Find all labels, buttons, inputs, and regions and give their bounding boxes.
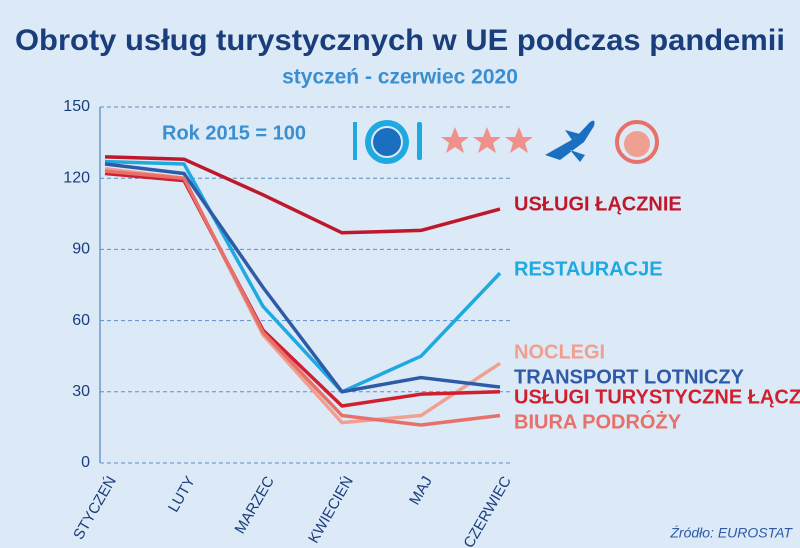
plate-inner-icon [371, 126, 403, 158]
chart-title: Obroty usług turystycznych w UE podczas … [15, 24, 785, 57]
series-label: NOCLEGI [514, 341, 605, 363]
series-label: RESTAURACJE [514, 258, 663, 280]
y-tick-label: 120 [63, 169, 90, 186]
headset-icon [615, 120, 659, 164]
series-label: USŁUGI ŁĄCZNIE [514, 193, 682, 215]
series-label: TRANSPORT LOTNICZY [514, 366, 745, 388]
series-line [104, 159, 502, 394]
annotation: Rok 2015 = 100 [162, 122, 306, 144]
x-tick-label: STYCZEŃ [70, 473, 120, 542]
y-tick-label: 60 [72, 312, 90, 329]
series-line [104, 155, 501, 235]
series-line [104, 169, 501, 427]
series-line [104, 162, 501, 394]
x-tick-label: CZERWIEC [460, 473, 515, 548]
plane-icon [545, 120, 595, 162]
y-tick-label: 30 [72, 383, 90, 400]
x-tick-label: MAJ [406, 473, 436, 507]
y-tick-label: 150 [63, 98, 90, 115]
series-line [104, 171, 501, 408]
y-tick-label: 0 [81, 454, 90, 471]
fork-icon [353, 122, 357, 160]
source: Źródło: EUROSTAT [669, 525, 793, 541]
x-tick-label: MARZEC [232, 473, 278, 536]
chart-subtitle: styczeń - czerwiec 2020 [282, 66, 518, 89]
icons [353, 120, 659, 164]
series-line [104, 166, 501, 425]
face-icon [624, 131, 650, 157]
series-label: USŁUGI TURYSTYCZNE ŁĄCZNIE [514, 386, 800, 408]
stars-icon [441, 127, 533, 153]
x-tick-label: LUTY [165, 473, 199, 515]
x-tick-label: KWIECIEŃ [305, 473, 357, 546]
series-label: BIURA PODRÓŻY [514, 409, 682, 433]
knife-icon [417, 122, 422, 160]
y-tick-label: 90 [72, 241, 90, 258]
